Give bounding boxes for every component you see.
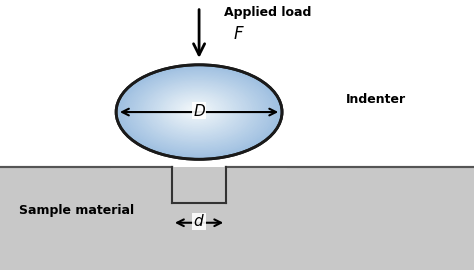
- Circle shape: [151, 85, 244, 138]
- Text: Applied load: Applied load: [224, 6, 311, 19]
- Bar: [111, 167, 278, 270]
- Circle shape: [193, 109, 198, 111]
- Circle shape: [172, 96, 221, 124]
- Circle shape: [122, 68, 276, 156]
- Circle shape: [129, 72, 267, 151]
- Circle shape: [185, 104, 206, 116]
- Text: Indenter: Indenter: [346, 93, 406, 106]
- Circle shape: [133, 75, 263, 148]
- Circle shape: [181, 102, 210, 119]
- Circle shape: [162, 91, 231, 130]
- Circle shape: [179, 101, 212, 120]
- Circle shape: [139, 78, 257, 145]
- Bar: [0, 167, 474, 270]
- Circle shape: [153, 86, 242, 137]
- Circle shape: [164, 92, 229, 129]
- Circle shape: [156, 88, 238, 134]
- Circle shape: [143, 80, 253, 143]
- Bar: [226, 167, 287, 270]
- Circle shape: [131, 73, 265, 150]
- Text: Sample material: Sample material: [19, 204, 134, 217]
- Circle shape: [137, 77, 259, 146]
- Circle shape: [166, 93, 227, 128]
- Circle shape: [147, 82, 248, 140]
- Circle shape: [191, 107, 200, 113]
- Circle shape: [120, 67, 278, 157]
- Bar: [172, 167, 226, 202]
- Circle shape: [187, 105, 204, 115]
- Circle shape: [135, 76, 261, 147]
- Text: $\mathit{D}$: $\mathit{D}$: [192, 103, 206, 119]
- Circle shape: [158, 89, 236, 133]
- Circle shape: [168, 94, 225, 127]
- Circle shape: [116, 65, 282, 159]
- Circle shape: [141, 79, 255, 144]
- Text: $\mathbf{\mathit{F}}$: $\mathbf{\mathit{F}}$: [234, 25, 245, 43]
- Circle shape: [145, 81, 250, 141]
- Circle shape: [118, 66, 280, 158]
- Circle shape: [126, 70, 272, 153]
- Circle shape: [183, 103, 208, 117]
- Circle shape: [177, 100, 215, 121]
- Circle shape: [149, 83, 246, 139]
- Circle shape: [173, 97, 219, 123]
- Circle shape: [155, 87, 240, 135]
- Text: $\mathit{d}$: $\mathit{d}$: [193, 213, 205, 230]
- Circle shape: [160, 90, 234, 132]
- Circle shape: [189, 106, 202, 114]
- Circle shape: [170, 95, 223, 126]
- Circle shape: [175, 99, 217, 122]
- Circle shape: [124, 69, 273, 154]
- Circle shape: [128, 71, 269, 152]
